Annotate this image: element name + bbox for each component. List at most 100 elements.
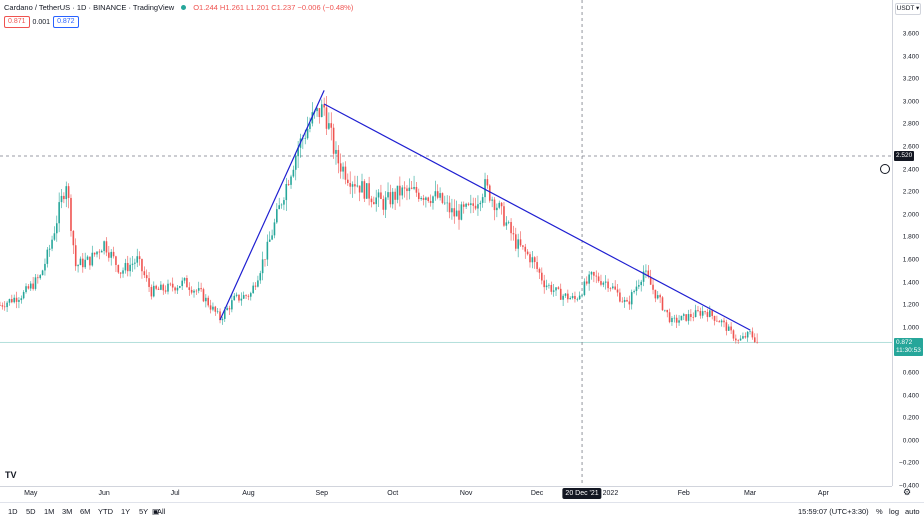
candle-body bbox=[235, 294, 238, 296]
candle-body bbox=[339, 163, 342, 172]
candle-body bbox=[453, 208, 456, 217]
candle-body bbox=[197, 288, 200, 291]
candle-body bbox=[633, 291, 635, 293]
candle-body bbox=[697, 310, 699, 312]
timeframe-all[interactable]: All bbox=[157, 507, 166, 516]
candle-body bbox=[415, 186, 418, 193]
candle-body bbox=[564, 293, 567, 296]
candle-body bbox=[323, 104, 325, 108]
candle-body bbox=[687, 314, 690, 321]
candle-body bbox=[207, 297, 210, 306]
candle-body bbox=[337, 149, 340, 164]
candle-body bbox=[250, 293, 252, 297]
chart-area[interactable]: Cardano / TetherUS · 1D · BINANCE · Trad… bbox=[0, 0, 892, 486]
candle-body bbox=[739, 338, 742, 341]
candle-body bbox=[432, 196, 434, 204]
timeframe-1y[interactable]: 1Y bbox=[121, 507, 131, 516]
candle-body bbox=[205, 297, 207, 302]
log-scale-toggle[interactable]: log bbox=[889, 507, 900, 516]
candle-body bbox=[287, 184, 290, 185]
candle-body bbox=[387, 192, 389, 198]
candle-body bbox=[25, 286, 27, 293]
candle-body bbox=[507, 222, 510, 223]
candle-body bbox=[77, 265, 79, 267]
candle-body bbox=[711, 310, 713, 316]
candle-body bbox=[659, 295, 661, 298]
timeframe-1d[interactable]: 1D bbox=[8, 507, 18, 516]
candle-body bbox=[304, 138, 307, 139]
candle-body bbox=[3, 306, 6, 308]
time-axis-label: Apr bbox=[817, 490, 829, 497]
candle-body bbox=[377, 192, 380, 198]
candle-body bbox=[602, 282, 605, 285]
candle-body bbox=[593, 272, 595, 276]
candle-body bbox=[60, 195, 63, 203]
candle-body bbox=[621, 301, 624, 303]
percent-scale-toggle[interactable]: % bbox=[876, 507, 883, 516]
candle-body bbox=[44, 263, 46, 271]
candle-body bbox=[576, 299, 579, 300]
candle-body bbox=[541, 272, 543, 281]
price-axis[interactable]: 3.8003.6003.4003.2003.0002.8002.6002.400… bbox=[892, 0, 924, 490]
ask-price[interactable]: 0.872 bbox=[53, 16, 79, 28]
auto-scale-toggle[interactable]: auto bbox=[905, 507, 920, 516]
symbol-title[interactable]: Cardano / TetherUS · 1D · BINANCE · Trad… bbox=[4, 3, 175, 12]
timeframe-5d[interactable]: 5D bbox=[26, 507, 36, 516]
candle-body bbox=[735, 338, 737, 341]
candle-body bbox=[96, 251, 98, 255]
timeframe-3m[interactable]: 3M bbox=[62, 507, 73, 516]
candle-body bbox=[318, 108, 321, 118]
candle-body bbox=[413, 186, 415, 189]
candle-body bbox=[514, 234, 517, 249]
candle-body bbox=[557, 287, 560, 289]
candle-body bbox=[491, 199, 493, 201]
candle-body bbox=[231, 300, 233, 310]
candle-body bbox=[51, 239, 53, 249]
currency-label: USDT bbox=[896, 5, 915, 12]
candle-body bbox=[479, 202, 482, 205]
candle-body bbox=[742, 336, 744, 339]
currency-selector[interactable]: USDT ▾ bbox=[895, 3, 921, 15]
spread-value: 0.001 bbox=[32, 18, 51, 26]
candle-body bbox=[533, 257, 536, 263]
timeframe-ytd[interactable]: YTD bbox=[98, 507, 113, 516]
crosshair-plus-icon[interactable] bbox=[880, 164, 890, 174]
candle-body bbox=[48, 248, 51, 250]
candle-body bbox=[543, 280, 545, 288]
candle-body bbox=[441, 193, 444, 203]
bid-price[interactable]: 0.871 bbox=[4, 16, 30, 28]
timeframe-1m[interactable]: 1M bbox=[44, 507, 55, 516]
price-chart[interactable] bbox=[0, 0, 892, 486]
ohlc-values: O1.244 H1.261 L1.201 C1.237 −0.006 (−0.4… bbox=[193, 3, 354, 12]
date-range-icon[interactable]: ▣ bbox=[152, 507, 160, 516]
candle-body bbox=[666, 309, 669, 313]
price-tick-label: 0.400 bbox=[902, 392, 919, 400]
candle-body bbox=[614, 286, 616, 290]
candle-body bbox=[37, 277, 39, 279]
candle-body bbox=[328, 123, 330, 129]
candle-body bbox=[330, 123, 333, 128]
candle-body bbox=[46, 249, 49, 264]
candle-body bbox=[410, 187, 413, 189]
time-axis-label: Jul bbox=[170, 490, 180, 497]
candle-body bbox=[645, 270, 647, 272]
candle-body bbox=[578, 295, 581, 300]
candle-body bbox=[169, 283, 172, 285]
time-axis[interactable]: May Jun Jul Aug Sep Oct Nov Dec 2022 Feb Mar Apr 20 … bbox=[0, 486, 892, 503]
tradingview-logo-icon[interactable]: TV bbox=[5, 470, 17, 480]
candle-body bbox=[439, 193, 441, 198]
candle-body bbox=[261, 259, 264, 274]
candle-body bbox=[283, 200, 285, 205]
timeframe-5y[interactable]: 5Y bbox=[139, 507, 149, 516]
candle-body bbox=[756, 341, 758, 343]
timeframe-6m[interactable]: 6M bbox=[80, 507, 91, 516]
candle-body bbox=[32, 283, 34, 289]
candle-body bbox=[370, 198, 373, 203]
candle-body bbox=[148, 278, 150, 287]
settings-gear-icon[interactable]: ⚙ bbox=[903, 487, 912, 497]
candle-body bbox=[751, 331, 754, 338]
price-tick-label: 2.600 bbox=[902, 143, 919, 151]
candle-body bbox=[332, 127, 335, 154]
candle-body bbox=[427, 197, 430, 201]
candle-body bbox=[559, 288, 562, 300]
